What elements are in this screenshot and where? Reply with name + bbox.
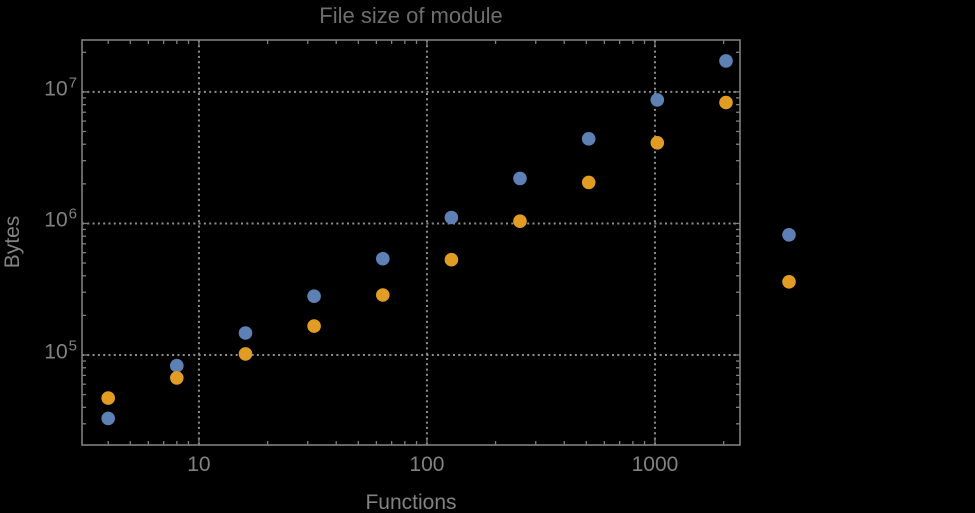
data-point-blue — [782, 228, 796, 242]
data-point-blue — [238, 326, 253, 340]
y-tick-label: 106 — [44, 206, 77, 233]
data-point-blue — [376, 251, 390, 266]
y-tick-label: 107 — [44, 74, 77, 101]
y-axis-label: Bytes — [1, 215, 24, 269]
data-point-orange — [513, 214, 527, 228]
x-tick-label: 10 — [187, 453, 211, 476]
data-point-orange — [238, 347, 253, 361]
data-point-blue — [513, 171, 527, 186]
data-point-orange — [719, 95, 733, 110]
data-point-orange — [307, 319, 321, 333]
data-point-blue — [444, 210, 459, 225]
data-point-orange — [650, 136, 665, 150]
data-point-blue — [650, 93, 665, 107]
chart-title: File size of module — [319, 3, 503, 28]
data-point-orange — [101, 391, 115, 405]
y-tick-label: 105 — [44, 337, 77, 364]
data-point-orange — [581, 175, 596, 190]
plot-frame — [81, 39, 741, 446]
data-point-blue — [307, 289, 321, 304]
x-axis-label: Functions — [365, 491, 457, 513]
data-point-blue — [581, 132, 596, 146]
x-tick-label: 1000 — [631, 453, 679, 476]
data-point-blue — [719, 54, 733, 68]
data-point-blue — [170, 358, 184, 373]
data-point-orange — [782, 275, 796, 289]
data-point-orange — [376, 288, 390, 302]
data-point-orange — [444, 252, 459, 267]
data-point-blue — [101, 411, 115, 426]
data-point-orange — [170, 371, 184, 385]
x-tick-label: 100 — [409, 453, 445, 476]
